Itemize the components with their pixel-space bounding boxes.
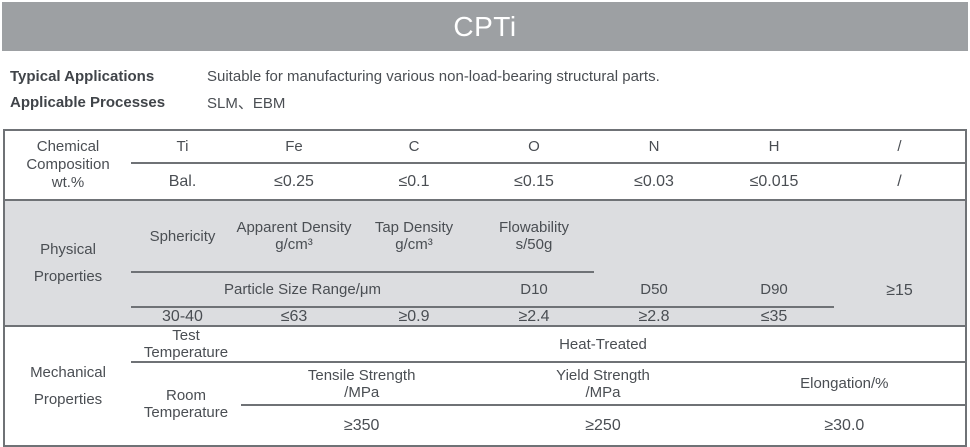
chem-col-header-fe: Fe — [234, 131, 354, 164]
applicable-processes-value: SLM、EBM — [207, 94, 286, 112]
flowability-header: Flowability s/50g — [474, 201, 594, 273]
d50-header: D50 — [594, 273, 714, 308]
applicable-processes-label: Applicable Processes — [10, 93, 166, 111]
intro-block: Typical Applications Suitable for manufa… — [10, 63, 970, 115]
chemical-composition-row-label: Chemical Composition wt.% — [26, 138, 110, 191]
room-temperature-cell: Room Temperature — [143, 387, 229, 421]
d10-header: D10 — [474, 273, 594, 308]
chem-value-other: / — [897, 173, 902, 190]
physical-properties-grid: Particle Size Range/μm Sphericity Appare… — [131, 201, 965, 325]
tensile-strength-header: Tensile Strength /MPa — [241, 363, 483, 406]
applicable-processes-row: Applicable Processes SLM、EBM — [10, 89, 970, 115]
chemical-composition-section: Chemical Composition wt.% Ti Fe C O N H … — [5, 129, 965, 201]
mechanical-properties-row-label: Mechanical Properties — [30, 364, 106, 408]
chem-value-fe: ≤0.25 — [274, 173, 314, 190]
yield-strength-header: Yield Strength /MPa — [482, 363, 724, 406]
spec-table: Chemical Composition wt.% Ti Fe C O N H … — [3, 129, 967, 447]
yield-strength-value: ≥250 — [585, 417, 621, 434]
typical-applications-row: Typical Applications Suitable for manufa… — [10, 63, 970, 89]
physical-properties-section: Physical Properties Particle Size Range/… — [5, 201, 965, 325]
chem-value-n: ≤0.03 — [634, 173, 674, 190]
apparent-density-value: ≥2.4 — [518, 308, 550, 325]
tap-density-value: ≥2.8 — [638, 308, 670, 325]
apparent-density-header: Apparent Density g/cm³ — [234, 201, 354, 273]
d90-value: ≤63 — [280, 308, 308, 325]
mechanical-properties-section: Mechanical Properties Test Temperature H… — [5, 325, 965, 447]
material-title: CPTi — [453, 10, 517, 42]
d50-value: 30-40 — [162, 308, 203, 325]
d10-value: ≥15 — [886, 282, 913, 299]
mechanical-properties-grid: Test Temperature Heat-Treated Room Tempe… — [131, 327, 965, 445]
elongation-value: ≥30.0 — [824, 417, 865, 434]
tap-density-header: Tap Density g/cm³ — [354, 201, 474, 273]
d90-header: D90 — [714, 273, 834, 308]
chem-value-ti: Bal. — [168, 173, 197, 190]
particle-size-range-header: Particle Size Range/μm — [131, 273, 474, 308]
chem-col-header-h: H — [714, 131, 834, 164]
chem-value-c: ≤0.1 — [398, 173, 430, 190]
sphericity-value: ≥0.9 — [398, 308, 430, 325]
chem-col-header-other: / — [834, 131, 965, 164]
typical-applications-value: Suitable for manufacturing various non-l… — [207, 67, 660, 85]
elongation-header: Elongation/% — [723, 363, 965, 406]
flowability-value: ≤35 — [760, 308, 788, 325]
typical-applications-label: Typical Applications — [10, 67, 155, 85]
chem-col-header-o: O — [474, 131, 594, 164]
test-temperature-header: Test Temperature — [131, 327, 241, 363]
material-title-bar: CPTi — [2, 2, 968, 51]
sphericity-header: Sphericity — [131, 201, 234, 273]
chem-col-header-n: N — [594, 131, 714, 164]
chem-col-header-ti: Ti — [131, 131, 234, 164]
physical-properties-row-label: Physical Properties — [33, 241, 103, 285]
chem-value-h: ≤0.015 — [749, 173, 799, 190]
tensile-strength-value: ≥350 — [343, 417, 380, 434]
chemical-composition-grid: Ti Fe C O N H / Bal. ≤0.25 ≤0.1 ≤0.15 ≤0… — [131, 131, 965, 199]
heat-treated-cell: Heat-Treated — [241, 327, 965, 363]
chem-col-header-c: C — [354, 131, 474, 164]
chem-value-o: ≤0.15 — [514, 173, 554, 190]
